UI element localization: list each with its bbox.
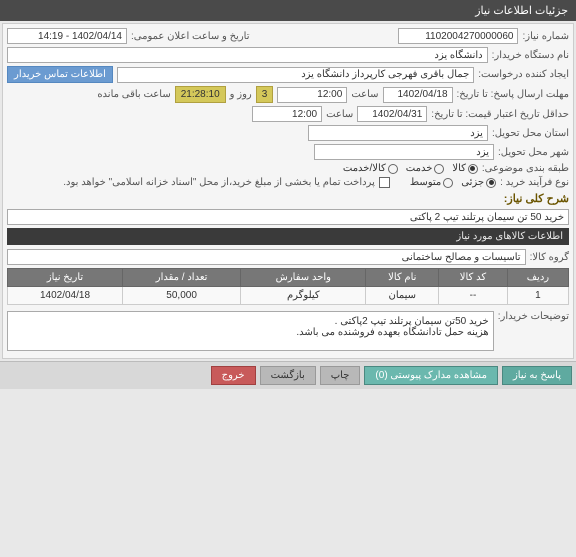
validity-date-field: 1402/04/31 (357, 106, 427, 122)
radio-service[interactable]: خدمت (406, 163, 445, 174)
radio-dot-icon (486, 178, 496, 188)
radio-goods[interactable]: کالا (452, 163, 478, 174)
page-title: جزئیات اطلاعات نیاز (475, 5, 568, 17)
radio-medium[interactable]: متوسط (410, 177, 453, 188)
category-radio-group: کالا خدمت کالا/خدمت (343, 163, 478, 174)
attachments-button[interactable]: مشاهده مدارک پیوستی (0) (364, 366, 498, 385)
cell-code: -- (439, 287, 508, 305)
print-button[interactable]: چاپ (320, 366, 361, 385)
city-field: یزد (314, 144, 494, 160)
validity-label: حداقل تاریخ اعتبار قیمت: تا تاریخ: (431, 109, 569, 120)
buyer-org-field: دانشگاه یزد (7, 47, 488, 63)
need-info-panel: شماره نیاز: 1102004270000060 تاریخ و ساع… (2, 23, 574, 359)
exit-button[interactable]: خروج (211, 366, 256, 385)
page-header: جزئیات اطلاعات نیاز (0, 0, 576, 21)
col-code: کد کالا (439, 269, 508, 287)
radio-dot-icon (468, 164, 478, 174)
radio-minor[interactable]: جزئی (461, 177, 496, 188)
reply-button[interactable]: پاسخ به نیاز (502, 366, 572, 385)
province-label: استان محل تحویل: (492, 128, 569, 139)
radio-gs-label: کالا/خدمت (343, 163, 386, 174)
radio-goods-label: کالا (452, 163, 466, 174)
buyer-notes-label: توضیحات خریدار: (498, 311, 569, 322)
col-name: نام کالا (366, 269, 439, 287)
cell-name: سیمان (366, 287, 439, 305)
announce-label: تاریخ و ساعت اعلان عمومی: (131, 31, 250, 42)
radio-service-label: خدمت (406, 163, 433, 174)
time-label-2: ساعت (326, 109, 353, 120)
buyer-org-label: نام دستگاه خریدار: (492, 50, 569, 61)
deadline-time-field: 12:00 (277, 87, 347, 103)
cell-row: 1 (507, 287, 568, 305)
col-date: تاریخ نیاز (8, 269, 123, 287)
days-left-field: 3 (256, 86, 274, 103)
cell-unit: کیلوگرم (241, 287, 366, 305)
buy-type-label: نوع فرآیند خرید : (500, 177, 569, 188)
payment-note: پرداخت تمام یا بخشی از مبلغ خرید،از محل … (63, 177, 375, 188)
need-no-label: شماره نیاز: (522, 31, 569, 42)
province-field: یزد (308, 125, 488, 141)
category-label: طبقه بندی موضوعی: (482, 163, 569, 174)
creator-field: جمال باقری فهرجی کارپرداز دانشگاه یزد (117, 67, 474, 83)
col-unit: واحد سفارش (241, 269, 366, 287)
buyer-notes-line1: خرید 50تن سیمان پرتلند تیپ 2پاکتی . (12, 316, 489, 327)
announce-field: 1402/04/14 - 14:19 (7, 28, 127, 44)
creator-label: ایجاد کننده درخواست: (478, 69, 569, 80)
buy-type-radio-group: جزئی متوسط (410, 177, 496, 188)
buyer-notes-box: خرید 50تن سیمان پرتلند تیپ 2پاکتی . هزین… (7, 311, 494, 351)
radio-dot-icon (443, 178, 453, 188)
radio-medium-label: متوسط (410, 177, 441, 188)
radio-dot-icon (434, 164, 444, 174)
goods-group-field: تاسیسات و مصالح ساختمانی (7, 249, 526, 265)
need-no-field: 1102004270000060 (398, 28, 518, 44)
button-bar: پاسخ به نیاز مشاهده مدارک پیوستی (0) چاپ… (0, 361, 576, 389)
buyer-contact-button[interactable]: اطلاعات تماس خریدار (7, 66, 113, 83)
desc-title: شرح کلی نیاز: (7, 192, 569, 205)
time-label-1: ساعت (351, 89, 378, 100)
deadline-label: مهلت ارسال پاسخ: تا تاریخ: (457, 89, 569, 100)
desc-field: خرید 50 تن سیمان پرتلند تیپ 2 پاکتی (7, 209, 569, 225)
goods-group-label: گروه کالا: (530, 252, 569, 263)
city-label: شهر محل تحویل: (498, 147, 569, 158)
radio-dot-icon (388, 164, 398, 174)
cell-qty: 50,000 (123, 287, 241, 305)
goods-section-header: اطلاعات کالاهای مورد نیاز (7, 228, 569, 245)
payment-checkbox[interactable] (379, 177, 390, 188)
col-qty: تعداد / مقدار (123, 269, 241, 287)
back-button[interactable]: بازگشت (260, 366, 316, 385)
goods-table: ردیف کد کالا نام کالا واحد سفارش تعداد /… (7, 268, 569, 305)
radio-goods-service[interactable]: کالا/خدمت (343, 163, 398, 174)
day-label: روز و (230, 89, 252, 100)
col-row: ردیف (507, 269, 568, 287)
radio-minor-label: جزئی (461, 177, 484, 188)
buyer-notes-line2: هزینه حمل تادانشگاه بعهده فروشنده می باش… (12, 327, 489, 338)
table-row[interactable]: 1 -- سیمان کیلوگرم 50,000 1402/04/18 (8, 287, 569, 305)
cell-date: 1402/04/18 (8, 287, 123, 305)
table-header-row: ردیف کد کالا نام کالا واحد سفارش تعداد /… (8, 269, 569, 287)
validity-time-field: 12:00 (252, 106, 322, 122)
remain-label: ساعت باقی مانده (97, 89, 170, 100)
deadline-date-field: 1402/04/18 (383, 87, 453, 103)
remain-time-field: 21:28:10 (175, 86, 226, 103)
